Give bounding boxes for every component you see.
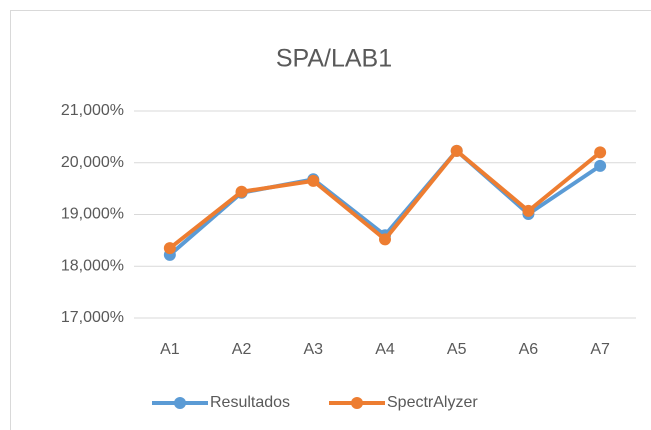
x-tick-label: A5 bbox=[447, 341, 467, 358]
legend-marker bbox=[174, 397, 186, 409]
y-tick-label: 21,000% bbox=[61, 102, 124, 119]
data-point bbox=[594, 146, 607, 159]
legend-label: SpectrAlyzer bbox=[387, 394, 478, 411]
x-tick-label: A2 bbox=[232, 341, 252, 358]
legend-marker bbox=[351, 397, 363, 409]
chart-title: SPA/LAB1 bbox=[276, 45, 392, 73]
legend-label: Resultados bbox=[210, 394, 290, 411]
x-tick-label: A1 bbox=[160, 341, 180, 358]
x-tick-label: A3 bbox=[303, 341, 323, 358]
y-tick-label: 17,000% bbox=[61, 309, 124, 326]
data-point bbox=[235, 185, 248, 198]
x-tick-label: A7 bbox=[590, 341, 610, 358]
chart-area bbox=[10, 10, 651, 430]
y-tick-label: 19,000% bbox=[61, 206, 124, 223]
y-tick-label: 18,000% bbox=[61, 257, 124, 274]
data-point bbox=[450, 144, 463, 157]
x-tick-label: A6 bbox=[519, 341, 539, 358]
y-tick-label: 20,000% bbox=[61, 154, 124, 171]
x-tick-label: A4 bbox=[375, 341, 395, 358]
data-point bbox=[594, 159, 607, 172]
data-point bbox=[307, 174, 320, 187]
data-point bbox=[163, 242, 176, 255]
data-point bbox=[522, 204, 535, 217]
data-point bbox=[379, 233, 391, 246]
